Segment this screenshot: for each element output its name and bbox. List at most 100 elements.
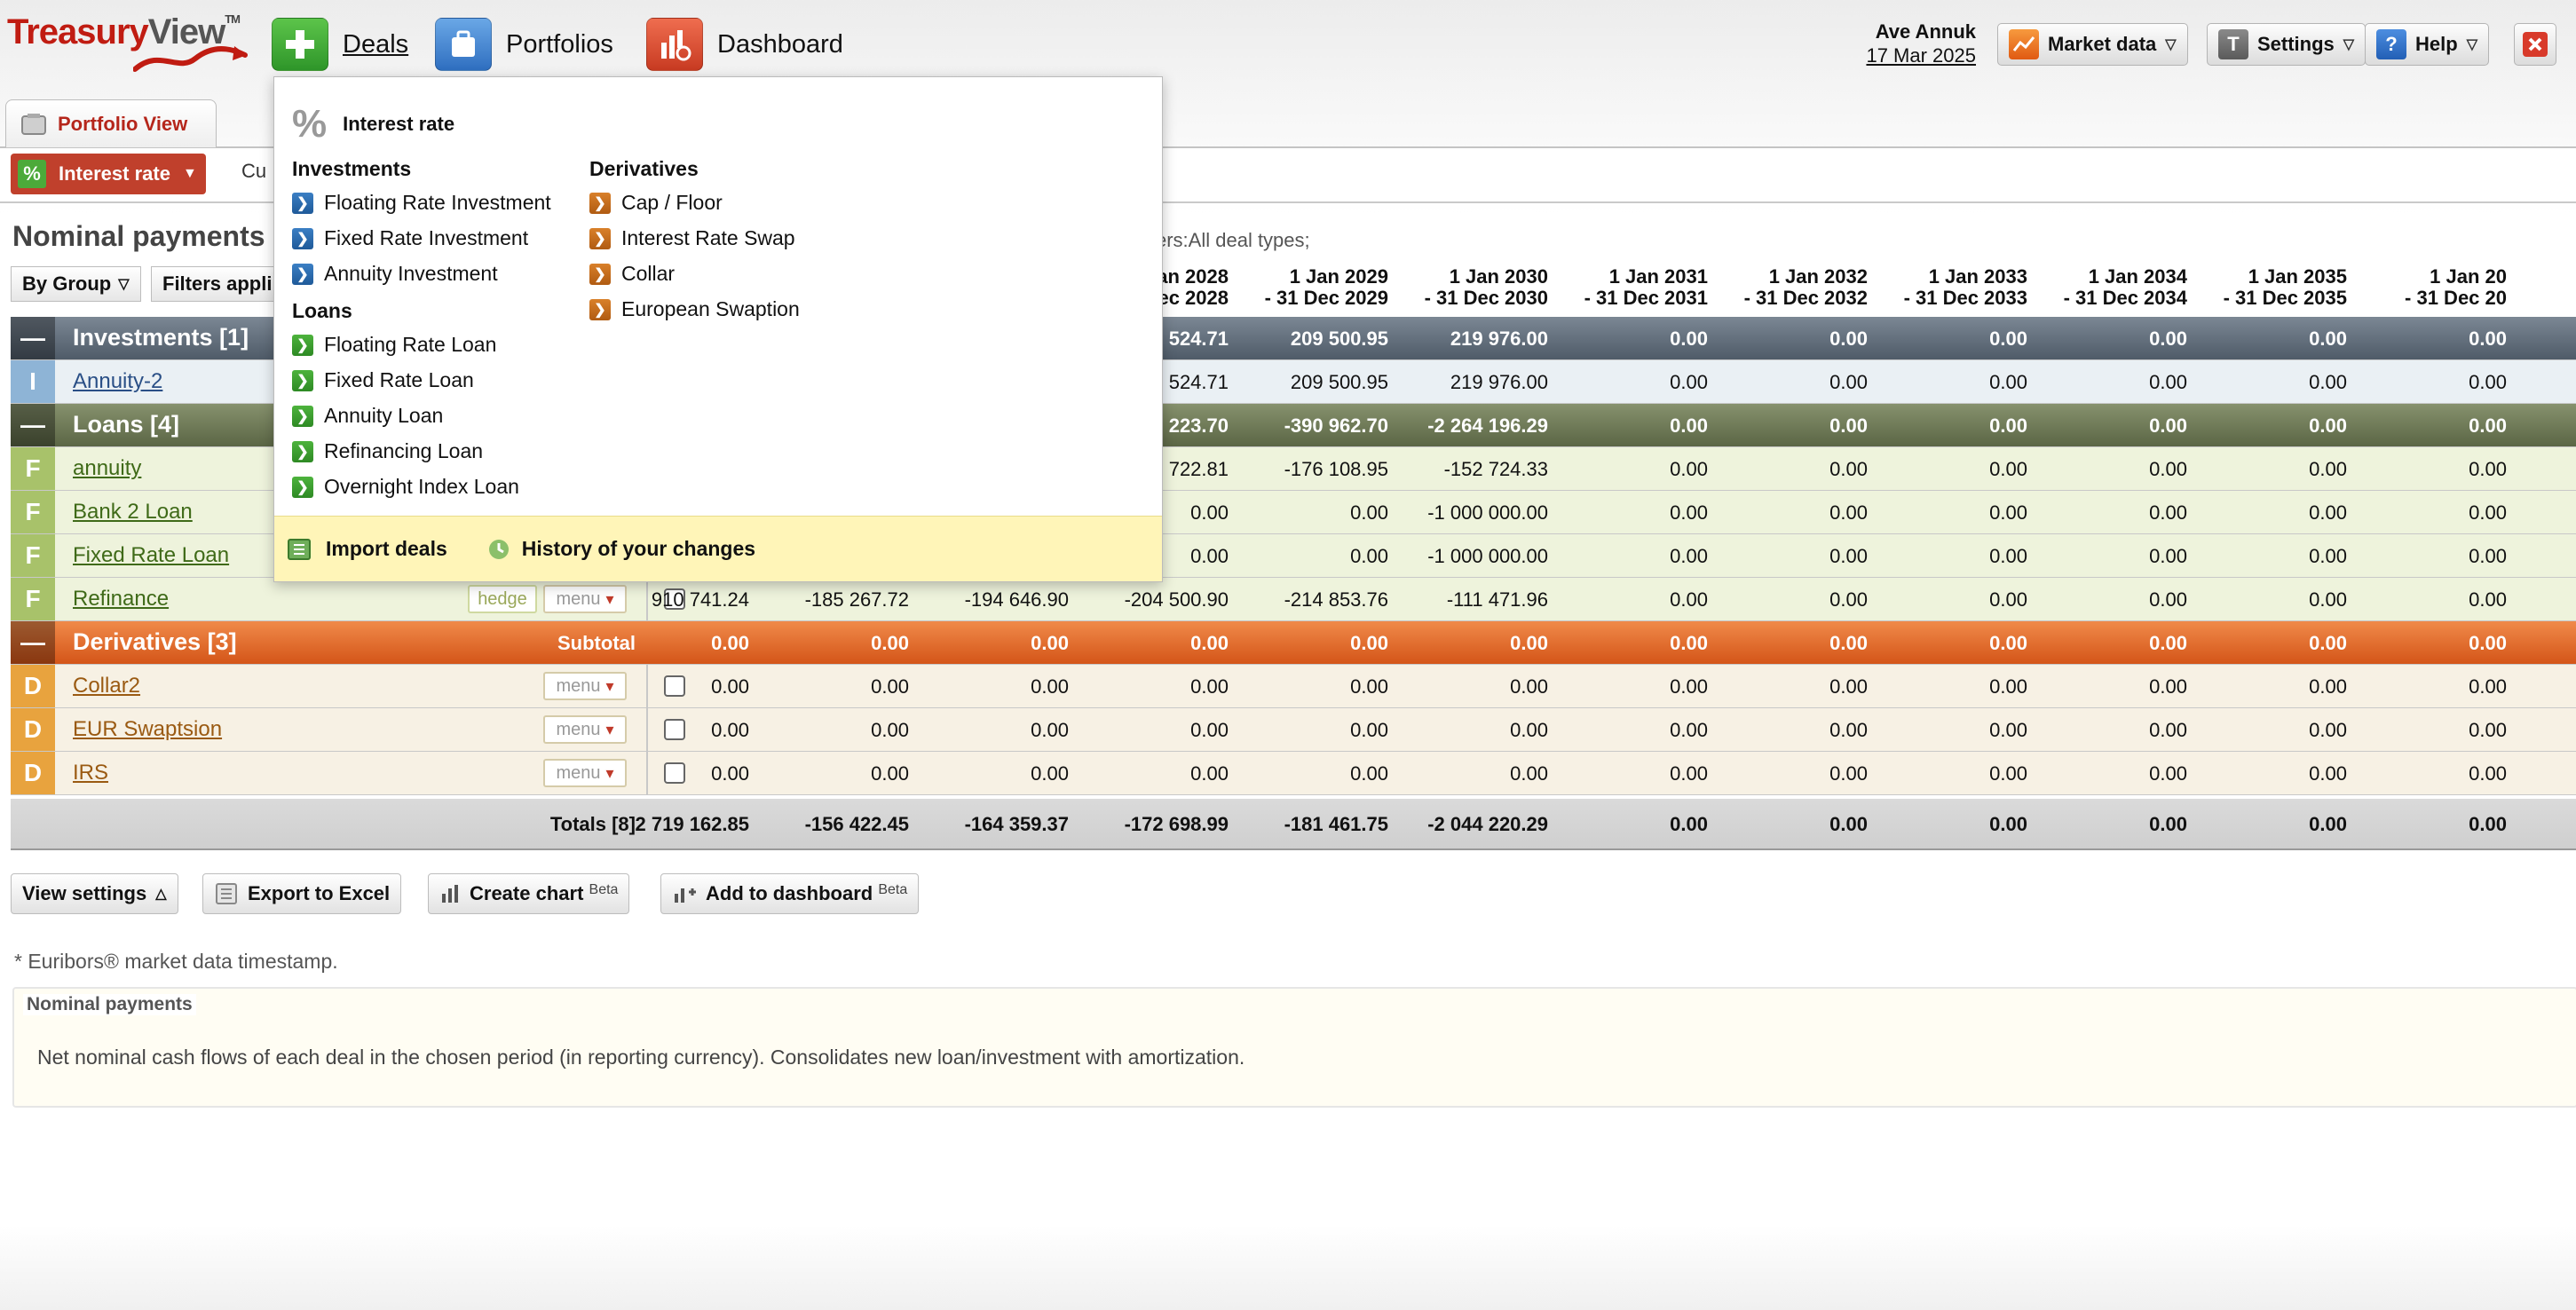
market-date-link[interactable]: 17 Mar 2025: [1866, 44, 1976, 67]
nav-portfolios[interactable]: Portfolios: [435, 18, 613, 71]
amount-cell: 0.00: [1190, 719, 1229, 741]
nav-deals-label: Deals: [343, 29, 409, 59]
deal-type-menu-item[interactable]: ❯ Collar: [589, 262, 675, 286]
deal-name-link[interactable]: Collar2: [73, 674, 141, 698]
amount-cell: 0.00: [2309, 719, 2347, 741]
amount-cell: 219 976.00: [1450, 371, 1548, 393]
market-data-button[interactable]: Market data ▽: [1997, 23, 2188, 66]
amount-cell: 0.00: [1829, 371, 1868, 393]
collapse-group-button[interactable]: —: [11, 404, 55, 446]
deal-type-menu-item[interactable]: ❯ Annuity Loan: [292, 404, 443, 428]
amount-cell: 0.00: [1989, 328, 2027, 350]
collapse-group-button[interactable]: —: [11, 317, 55, 359]
create-chart-button[interactable]: Create chart Beta: [428, 873, 630, 914]
hedge-button[interactable]: hedge: [468, 585, 537, 613]
history-of-changes-link[interactable]: History of your changes: [486, 537, 755, 562]
deal-type-menu-item[interactable]: ❯ Interest Rate Swap: [589, 226, 795, 250]
row-checkbox[interactable]: [664, 588, 685, 610]
help-button[interactable]: ? Help ▽: [2365, 23, 2489, 66]
amount-cell: 0.00: [1989, 545, 2027, 567]
amount-cell: 0.00: [1350, 501, 1388, 524]
column-header-start: 1 Jan 2032: [1768, 265, 1868, 288]
amount-cell: 0.00: [2469, 328, 2507, 350]
percent-icon: %: [18, 160, 46, 188]
logout-close-button[interactable]: [2514, 23, 2556, 66]
row-checkbox[interactable]: [664, 762, 685, 784]
nav-portfolios-label: Portfolios: [506, 29, 613, 59]
help-question-icon: ?: [2376, 29, 2406, 59]
amount-cell: 0.00: [1510, 632, 1548, 654]
deal-type-menu-item[interactable]: ❯ Floating Rate Investment: [292, 191, 551, 215]
deals-menu-footer: Import deals History of your changes: [274, 516, 1162, 581]
amount-cell: 0.00: [1190, 545, 1229, 567]
deal-name-link[interactable]: Annuity-2: [73, 369, 163, 393]
amount-cell: 0.00: [2469, 545, 2507, 567]
import-deals-link[interactable]: Import deals: [287, 536, 447, 563]
export-excel-button[interactable]: Export to Excel: [202, 873, 402, 914]
deal-type-menu-item[interactable]: ❯ Annuity Investment: [292, 262, 498, 286]
deal-type-menu-item[interactable]: ❯ Fixed Rate Loan: [292, 368, 474, 392]
view-settings-button[interactable]: View settings △: [11, 873, 178, 914]
amount-cell: 0.00: [1350, 719, 1388, 741]
close-icon: [2523, 32, 2548, 57]
amount-cell: 0.00: [1350, 632, 1388, 654]
deal-name-link[interactable]: Bank 2 Loan: [73, 500, 193, 524]
deal-type-menu-item[interactable]: ❯ Fixed Rate Investment: [292, 226, 528, 250]
amount-cell: 0.: [2507, 588, 2576, 612]
row-checkbox[interactable]: [664, 675, 685, 697]
column-header-end: - 31 Dec 2031: [1584, 287, 1708, 309]
interest-rate-selector[interactable]: % Interest rate ▼: [11, 154, 206, 194]
chevron-down-icon: ▼: [182, 166, 197, 181]
amount-cell: 0.00: [2309, 632, 2347, 654]
amount-cell: 209 500.95: [1290, 371, 1388, 393]
filters-applied-button[interactable]: Filters appli: [151, 266, 293, 302]
row-menu-dropdown[interactable]: menu ▾: [543, 715, 627, 744]
amount-cell: 0.00: [2149, 675, 2187, 698]
chevron-down-icon: ▾: [605, 763, 614, 782]
row-menu-dropdown[interactable]: menu ▾: [543, 672, 627, 700]
settings-button[interactable]: T Settings ▽: [2207, 23, 2367, 66]
amount-cell: 0.00: [1989, 632, 2027, 654]
amount-cell: 0.00: [871, 632, 909, 654]
amount-cell: 0.00: [1670, 588, 1708, 611]
amount-cell: 0.00: [1989, 458, 2027, 480]
tab-portfolio-view[interactable]: Portfolio View: [5, 99, 217, 147]
chevron-down-icon: ▾: [605, 589, 614, 608]
deal-name-link[interactable]: annuity: [73, 456, 142, 480]
chevron-down-icon: ▽: [2343, 37, 2355, 52]
column-header-start: 1 Jan 2031: [1608, 265, 1708, 288]
deal-name-link[interactable]: Refinance: [73, 587, 170, 611]
deal-type-menu-item[interactable]: ❯ European Swaption: [589, 297, 800, 321]
column-header: 1 Jan 2035- 31 Dec 2035: [2187, 266, 2347, 309]
dashboard-chart-icon: [646, 18, 703, 71]
deal-type-menu-item[interactable]: ❯ Refinancing Loan: [292, 439, 483, 463]
group-name: Derivatives [3]: [73, 628, 237, 655]
treasuryview-logo[interactable]: TreasuryViewTM: [7, 12, 241, 51]
deal-row: D Collar2 menu ▾ 0.00 0.00 0.00 0.00 0.00 0.00 0.0…: [11, 665, 2576, 708]
total-cell: -2 044 220.29: [1427, 813, 1548, 835]
amount-cell: 0.00: [2149, 632, 2187, 654]
deal-name-link[interactable]: IRS: [73, 761, 109, 785]
deal-type-menu-item[interactable]: ❯ Overnight Index Loan: [292, 475, 519, 499]
deal-type-menu-item[interactable]: ❯ Floating Rate Loan: [292, 333, 496, 357]
total-cell: 0.00: [1989, 813, 2027, 835]
nav-deals[interactable]: Deals: [272, 18, 408, 71]
amount-cell: 0.00: [1670, 762, 1708, 785]
amount-cell: 0.00: [2469, 675, 2507, 698]
amount-cell: -390 962.70: [1284, 414, 1388, 437]
add-to-dashboard-button[interactable]: Add to dashboard Beta: [660, 873, 920, 914]
deal-name-link[interactable]: Fixed Rate Loan: [73, 543, 230, 567]
nav-dashboard[interactable]: Dashboard: [646, 18, 843, 71]
amount-cell: 0.00: [2469, 458, 2507, 480]
by-group-dropdown[interactable]: By Group ▽: [11, 266, 141, 302]
amount-cell: 0.00: [2469, 501, 2507, 524]
deal-name-link[interactable]: EUR Swaptsion: [73, 717, 223, 741]
group-header-row[interactable]: — Derivatives [3] Subtotal 0.00 0.00 0.00 0.00…: [11, 621, 2576, 665]
deal-type-menu-item[interactable]: ❯ Cap / Floor: [589, 191, 723, 215]
amount-cell: -111 471.96: [1446, 588, 1548, 611]
row-checkbox[interactable]: [664, 719, 685, 740]
row-menu-dropdown[interactable]: menu ▾: [543, 585, 627, 613]
row-menu-dropdown[interactable]: menu ▾: [543, 759, 627, 787]
collapse-group-button[interactable]: —: [11, 621, 55, 664]
subtotal-label: Subtotal: [557, 632, 636, 654]
